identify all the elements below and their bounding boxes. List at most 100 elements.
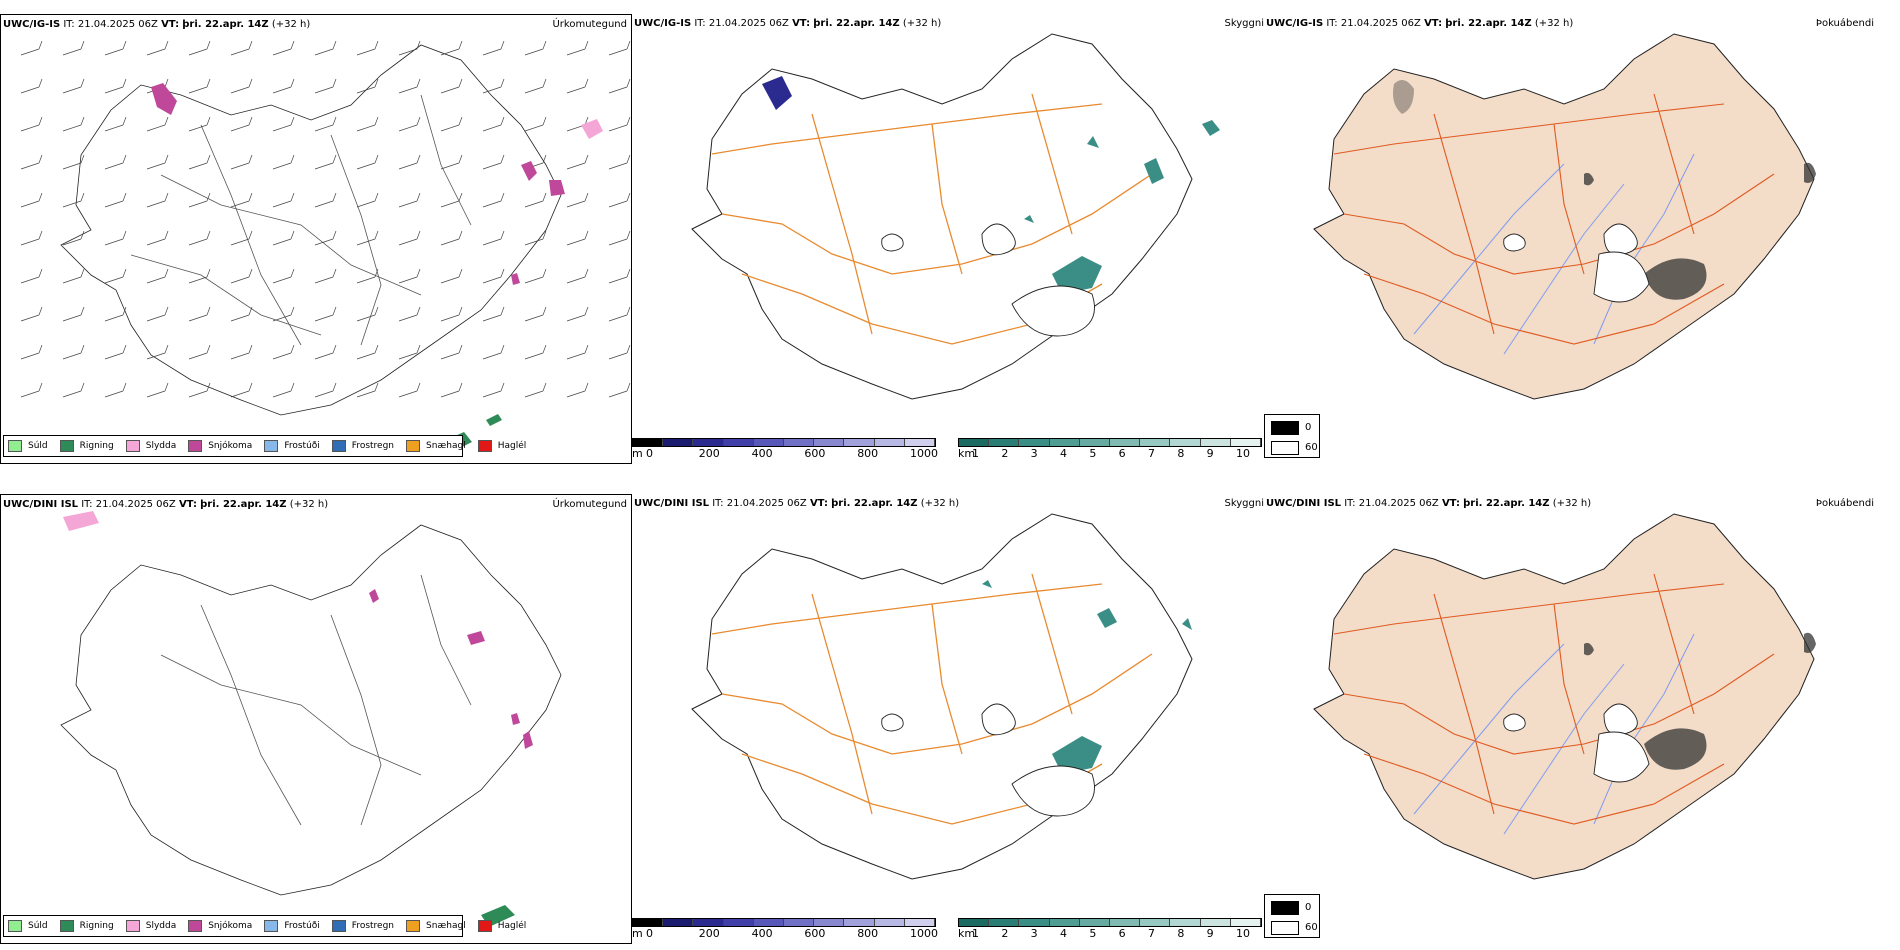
wind-barb bbox=[20, 344, 43, 360]
panel-title: Þokuábendi bbox=[1815, 498, 1874, 509]
wind-barb bbox=[230, 192, 253, 208]
wind-barb bbox=[230, 306, 253, 322]
colorbar-tick-label: 4 bbox=[1060, 927, 1067, 940]
wind-barb bbox=[230, 344, 253, 360]
colorbar-tick-label: 9 bbox=[1206, 447, 1214, 460]
colorbar-segment bbox=[959, 439, 990, 446]
wind-barb bbox=[566, 382, 589, 398]
visibility-map bbox=[691, 513, 1193, 880]
wind-barb bbox=[398, 230, 421, 246]
visibility-map bbox=[691, 33, 1220, 400]
colorbar-segment bbox=[693, 919, 724, 926]
wind-barb bbox=[314, 382, 337, 398]
wind-barb bbox=[62, 344, 85, 360]
wind-barb bbox=[188, 268, 211, 284]
panel-title: Úrkomutegund bbox=[552, 19, 627, 30]
wind-barb bbox=[566, 230, 589, 246]
wind-barb bbox=[146, 344, 169, 360]
wind-barb bbox=[146, 192, 169, 208]
colorbar-tick-label: 3 bbox=[1030, 447, 1038, 460]
init-time: 21.04.2025 06Z bbox=[77, 19, 158, 30]
colorbar-segment bbox=[989, 919, 1020, 926]
colorbar-tick-label: 9 bbox=[1206, 927, 1214, 940]
colorbar-tick-label: 1 bbox=[972, 447, 979, 460]
wind-barb bbox=[146, 382, 169, 398]
wind-barb bbox=[188, 192, 211, 208]
wind-barb bbox=[524, 40, 547, 56]
wind-barb bbox=[314, 40, 337, 56]
colorbar-segment bbox=[1140, 439, 1171, 446]
wind-barb bbox=[230, 116, 253, 132]
wind-barb bbox=[104, 268, 127, 284]
fog-colorbar: 0 60 bbox=[1264, 414, 1320, 458]
fog-swatch-0 bbox=[1271, 421, 1299, 435]
colorbar-tick-label: 1000 bbox=[910, 447, 938, 460]
wind-barb bbox=[608, 116, 631, 132]
colorbar-segment bbox=[753, 439, 785, 446]
wind-barb bbox=[482, 306, 505, 322]
colorbar-segment bbox=[723, 439, 754, 446]
wind-barb bbox=[230, 78, 253, 94]
wind-barb bbox=[272, 230, 295, 246]
colorbar-segment bbox=[633, 919, 664, 926]
wind-barb bbox=[272, 382, 295, 398]
wind-barb bbox=[62, 40, 85, 56]
wind-barb bbox=[356, 230, 379, 246]
model-name: UWC/IG-IS bbox=[3, 19, 61, 30]
panel-header: UWC/IG-IS IT: 21.04.2025 06Z VT: þri. 22… bbox=[3, 19, 311, 30]
wind-barb bbox=[188, 306, 211, 322]
wind-barb bbox=[146, 306, 169, 322]
wind-barb bbox=[230, 154, 253, 170]
wind-barb bbox=[440, 344, 463, 360]
wind-barb bbox=[440, 154, 463, 170]
wind-barb bbox=[482, 154, 505, 170]
wind-barb bbox=[356, 78, 379, 94]
wind-barb bbox=[314, 306, 337, 322]
colorbar-tick-label: 4 bbox=[1060, 447, 1067, 460]
wind-barb bbox=[608, 306, 631, 322]
wind-barb bbox=[146, 154, 169, 170]
fog-panel-row2: UWC/DINI ISL IT: 21.04.2025 06Z VT: þri.… bbox=[1264, 494, 1900, 944]
wind-barb bbox=[356, 192, 379, 208]
wind-barb bbox=[62, 78, 85, 94]
legend-item-sudl: Súld bbox=[8, 440, 48, 452]
panel-header: UWC/DINI ISL IT: 21.04.2025 06Z VT: þri.… bbox=[3, 499, 329, 510]
colorbar-tick-label: 5 bbox=[1089, 927, 1097, 940]
colorbar-tick-label: 200 bbox=[698, 447, 720, 460]
wind-barb bbox=[62, 192, 85, 208]
colorbar-segment bbox=[1140, 919, 1171, 926]
wind-barb bbox=[188, 154, 211, 170]
colorbar-unit: m bbox=[632, 927, 643, 940]
legend-item-hagl: Haglél bbox=[477, 440, 526, 452]
colorbar-tick-label: 10 bbox=[1236, 927, 1250, 940]
wind-barb bbox=[356, 40, 379, 56]
panel-title: Úrkomutegund bbox=[552, 499, 627, 510]
wind-barb bbox=[188, 116, 211, 132]
wind-barb bbox=[398, 344, 421, 360]
colorbar-unit: km bbox=[958, 927, 976, 940]
wind-barb bbox=[104, 154, 127, 170]
colorbar-tick-label: 800 bbox=[857, 447, 879, 460]
precip-type-legend: Súld Rigning Slydda Snjókoma Frostúði Fr… bbox=[3, 915, 526, 937]
wind-barb bbox=[20, 154, 43, 170]
panel-header: UWC/DINI ISL IT: 21.04.2025 06Z VT: þri.… bbox=[1266, 498, 1592, 509]
colorbar-tick-label: 0 bbox=[646, 927, 653, 940]
colorbar-tick-label: 5 bbox=[1089, 447, 1097, 460]
wind-barb bbox=[62, 268, 85, 284]
wind-barb bbox=[524, 78, 547, 94]
wind-barb bbox=[398, 154, 421, 170]
colorbar-segment bbox=[723, 919, 754, 926]
model-name: UWC/IG-IS bbox=[634, 18, 692, 29]
fog-panel-row1: UWC/IG-IS IT: 21.04.2025 06Z VT: þri. 22… bbox=[1264, 14, 1900, 464]
wind-barb bbox=[482, 40, 505, 56]
wind-barb bbox=[608, 268, 631, 284]
wind-barb bbox=[524, 382, 547, 398]
wind-barb bbox=[62, 116, 85, 132]
colorbar-segment bbox=[904, 439, 936, 446]
wind-barb bbox=[62, 306, 85, 322]
legend-item-rigning: Rigning bbox=[59, 440, 114, 452]
visibility-panel-row2: UWC/DINI ISL IT: 21.04.2025 06Z VT: þri.… bbox=[632, 494, 1264, 944]
wind-barb bbox=[482, 382, 505, 398]
colorbar-tick-label: 8 bbox=[1177, 447, 1185, 460]
legend-item-slydda: Slydda bbox=[125, 440, 176, 452]
